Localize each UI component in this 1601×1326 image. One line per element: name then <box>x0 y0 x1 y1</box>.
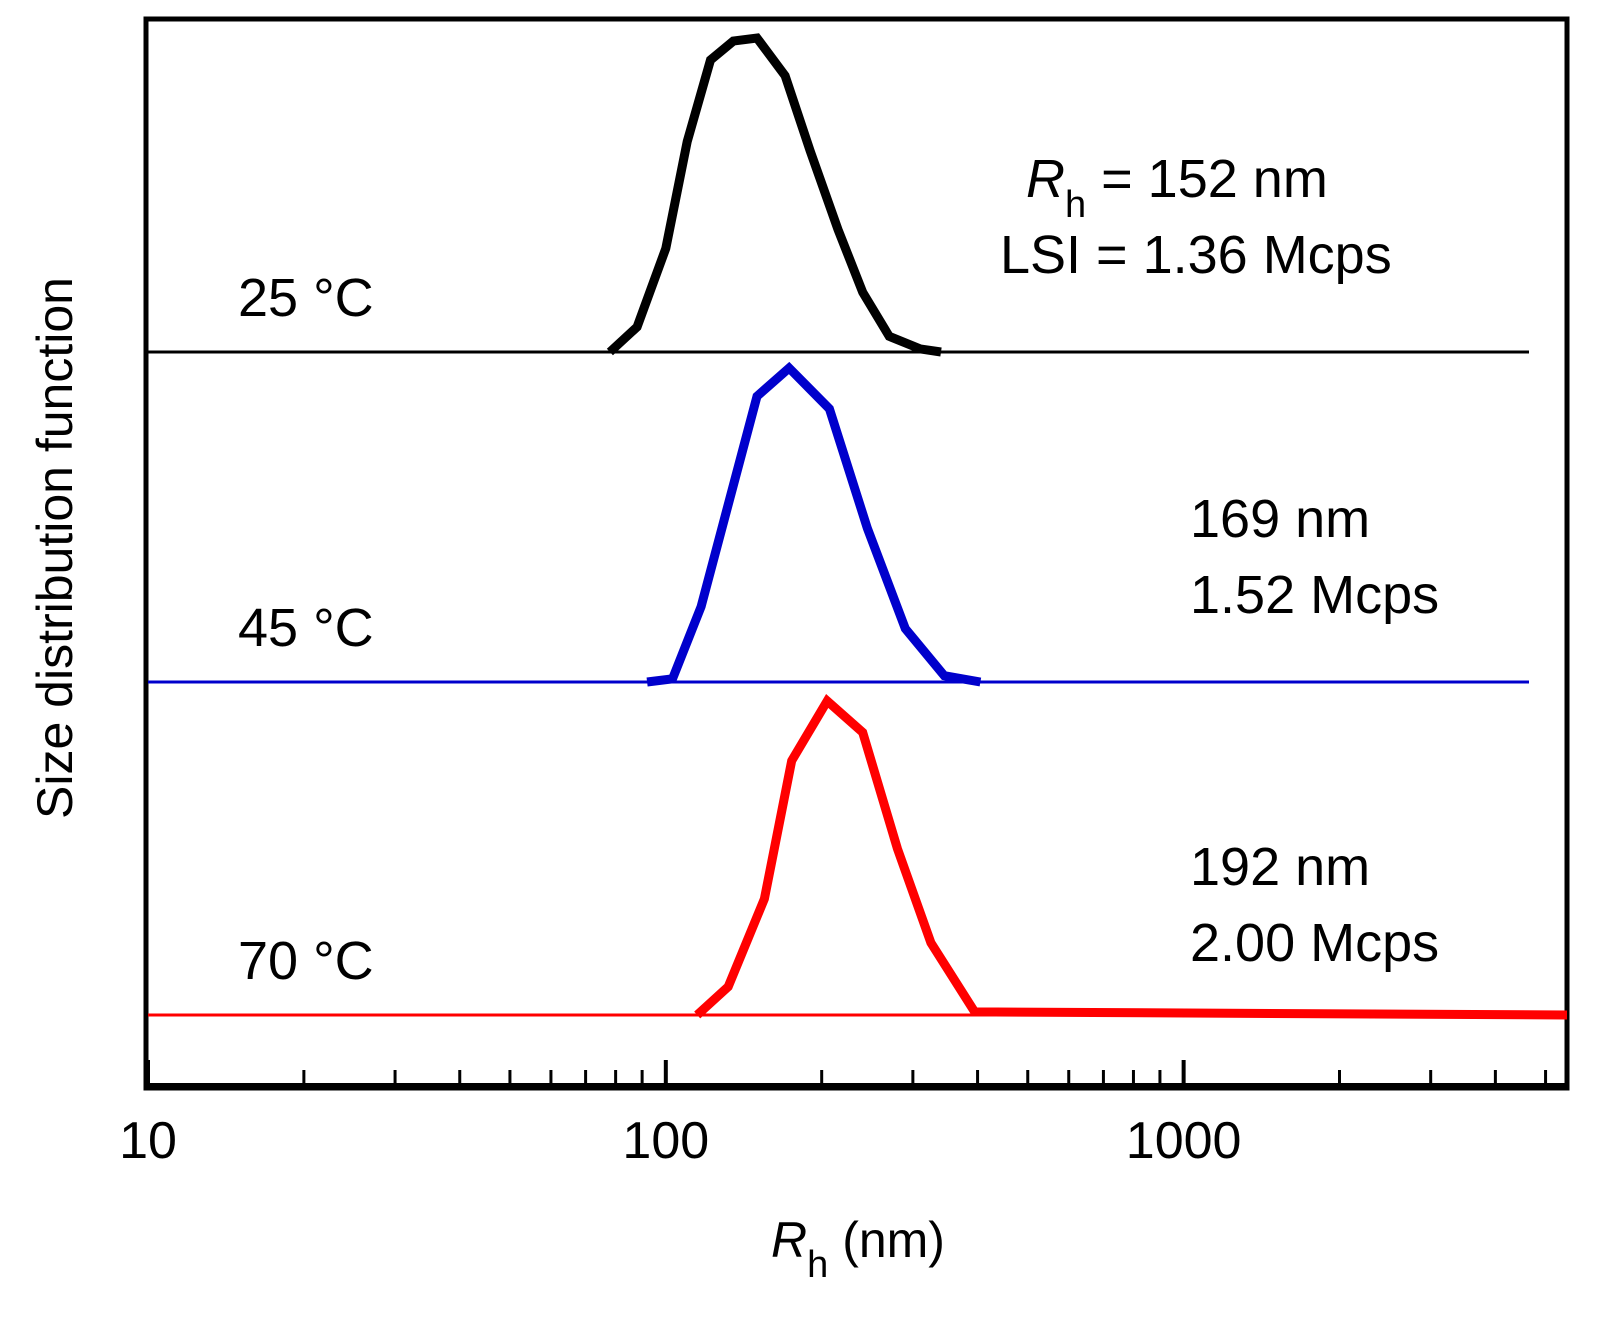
series-line <box>606 33 942 357</box>
series-annotation-size: 192 nm <box>1190 837 1370 897</box>
series-annotation-intensity: 1.52 Mcps <box>1190 565 1439 625</box>
series-label: 70 °C <box>238 931 374 991</box>
series-line <box>694 694 1568 1020</box>
series-label: 25 °C <box>238 268 374 328</box>
y-axis-title: Size distribution function <box>27 277 83 819</box>
x-axis-title: Rh (nm) <box>771 1212 945 1286</box>
series-annotation-intensity: LSI = 1.36 Mcps <box>1000 225 1392 285</box>
x-tick-label: 10 <box>119 1112 177 1170</box>
series-label: 45 °C <box>238 598 374 658</box>
series-annotation-intensity: 2.00 Mcps <box>1190 913 1439 973</box>
series-annotation-size: 169 nm <box>1190 489 1370 549</box>
x-tick-label: 100 <box>622 1112 709 1170</box>
series-annotation-size: Rh = 152 nm <box>1026 149 1328 226</box>
series-line <box>646 361 982 687</box>
x-tick-label: 1000 <box>1126 1112 1242 1170</box>
